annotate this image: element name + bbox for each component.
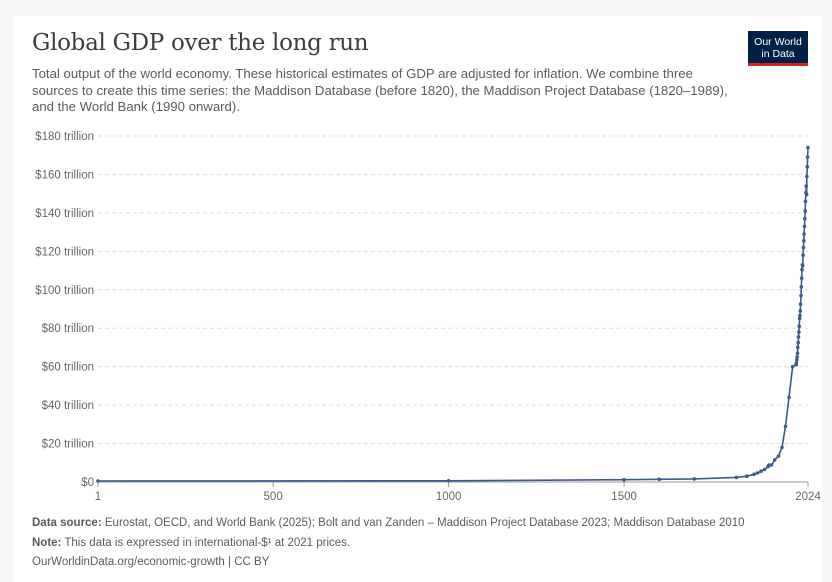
data-point [762,467,767,472]
data-point [798,309,803,313]
data-point [799,276,804,280]
data-point [795,358,799,362]
data-point [734,475,739,480]
series-line [97,147,809,482]
data-point [797,316,802,321]
data-point [446,479,451,483]
data-point [780,445,784,450]
x-tick-label: 2024 [795,491,821,503]
data-point [759,469,763,474]
data-point [799,293,803,298]
data-point [776,454,781,458]
data-point [805,155,810,159]
data-point [800,264,805,268]
footer-note: Note: This data is expressed in internat… [32,537,350,549]
data-point [799,285,804,289]
y-tick-label: $60 trillion [42,362,94,374]
y-tick-label: $180 trillion [35,131,94,143]
data-point [805,165,810,169]
data-point [798,302,803,306]
note-label: Note: [32,537,62,549]
x-tick-label: 500 [264,491,283,503]
logo-line-1: Our World [754,36,802,48]
footer-source: Data source: Eurostat, OECD, and World B… [32,517,745,529]
note-text: This data is expressed in international-… [64,537,351,549]
chart-subtitle: Total output of the world economy. These… [32,66,728,114]
data-point [804,192,809,197]
data-point [745,474,749,479]
chart-card: Global GDP over the long run Total outpu… [14,16,822,582]
data-point [805,174,809,179]
data-point [798,313,802,318]
chart-title: Global GDP over the long run [32,30,369,56]
x-tick-label: 1000 [436,491,462,503]
line-chart: $0 $20 trillion $40 trillion $60 trillion $8… [35,131,821,503]
data-point [692,477,697,481]
data-point [657,477,661,482]
y-tick-label: $100 trillion [35,285,94,297]
y-tick-label: $140 trillion [35,208,94,220]
data-point [800,267,804,272]
data-point [803,216,807,221]
data-point [96,479,100,483]
data-point [783,424,788,429]
source-text: Eurostat, OECD, and World Bank (2025); B… [104,517,745,529]
owid-logo[interactable]: Our World in Data [748,31,808,66]
data-point [803,209,807,213]
data-point [772,458,777,462]
data-point [797,324,801,329]
data-point [803,199,808,204]
footer-url[interactable]: OurWorldinData.org/economic-growth | CC … [32,556,270,568]
data-point [801,245,806,250]
y-tick-label: $160 trillion [35,169,94,181]
y-tick-label: $80 trillion [42,323,94,335]
data-point [802,224,807,229]
data-point [796,340,800,345]
data-point [795,355,799,359]
data-point [769,463,774,467]
data-point [796,345,800,350]
y-tick-label: $40 trillion [42,400,94,412]
x-tick-label: 1 [95,491,101,503]
data-point [790,364,795,369]
data-point [797,330,801,334]
data-point [801,253,805,257]
logo-line-2: in Data [761,48,795,60]
y-tick-label: $20 trillion [42,439,94,451]
data-point [622,477,626,482]
data-point [802,239,806,243]
data-point [794,361,799,365]
data-point [752,472,756,477]
data-point [787,395,791,400]
source-label: Data source: [32,517,102,529]
data-point [802,232,806,236]
data-point [795,351,800,355]
y-tick-label: $0 [81,477,94,489]
data-point [806,145,810,150]
data-point [796,335,801,339]
data-point [804,184,808,188]
x-tick-label: 1500 [611,491,637,503]
data-point [755,471,760,475]
y-tick-label: $120 trillion [35,246,94,258]
